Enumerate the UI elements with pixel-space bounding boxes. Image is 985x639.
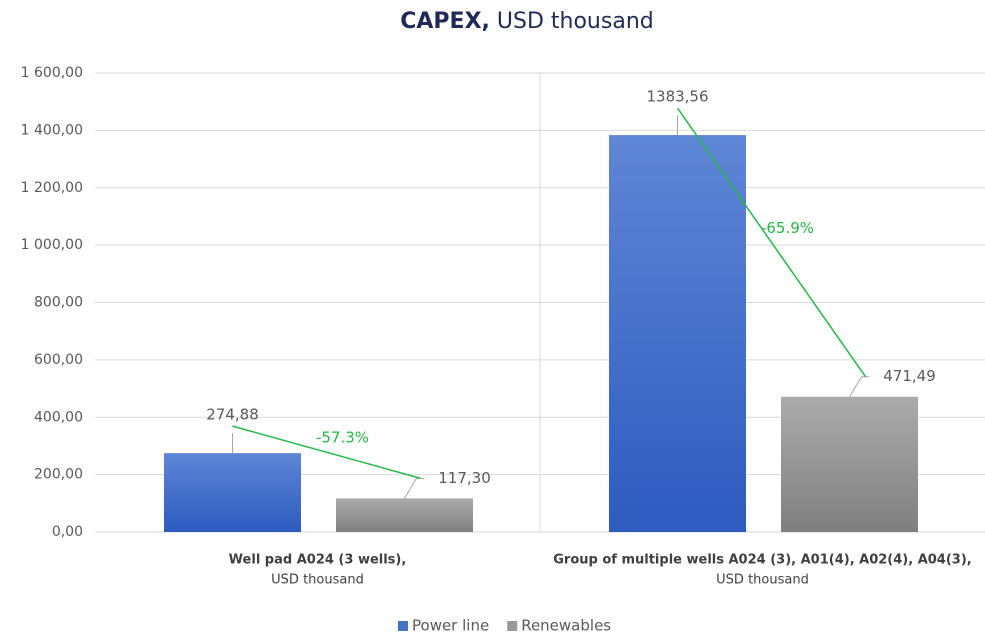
change-annotation: -65.9% bbox=[761, 219, 814, 237]
change-annotation: -57.3% bbox=[316, 429, 369, 447]
bar bbox=[164, 453, 301, 532]
value-label: 117,30 bbox=[438, 469, 491, 487]
bar bbox=[336, 498, 473, 532]
x-tick-label: Well pad A024 (3 wells), bbox=[229, 553, 407, 568]
y-tick-label: 800,00 bbox=[34, 295, 83, 311]
y-tick-label: 400,00 bbox=[34, 409, 83, 425]
value-label: 1383,56 bbox=[646, 88, 708, 106]
bar bbox=[781, 396, 918, 532]
x-tick-label: Group of multiple wells A024 (3), A01(4)… bbox=[553, 553, 971, 568]
x-tick-label: USD thousand bbox=[716, 573, 809, 588]
value-label: 471,49 bbox=[883, 367, 936, 385]
y-tick-label: 1 600,00 bbox=[21, 65, 83, 81]
title-rest: USD thousand bbox=[497, 9, 654, 34]
chart-title: CAPEX, USD thousand bbox=[400, 9, 653, 34]
x-tick-label: USD thousand bbox=[271, 573, 364, 588]
y-tick-label: 600,00 bbox=[34, 352, 83, 368]
y-tick-label: 0,00 bbox=[52, 524, 83, 540]
change-line bbox=[232, 425, 421, 480]
leader-line bbox=[404, 477, 425, 499]
y-tick-label: 1 400,00 bbox=[21, 122, 83, 138]
value-label: 274,88 bbox=[206, 406, 259, 424]
legend-swatch bbox=[398, 621, 408, 631]
y-tick-label: 200,00 bbox=[34, 467, 83, 483]
bar bbox=[609, 135, 746, 532]
change-line bbox=[676, 107, 867, 378]
legend-label: Renewables bbox=[521, 617, 611, 635]
leader-line bbox=[849, 376, 870, 397]
legend-label: Power line bbox=[412, 617, 489, 635]
legend-swatch bbox=[507, 621, 518, 631]
title-bold: CAPEX, bbox=[400, 9, 490, 34]
y-tick-label: 1 200,00 bbox=[21, 180, 83, 196]
y-tick-label: 1 000,00 bbox=[21, 237, 83, 253]
